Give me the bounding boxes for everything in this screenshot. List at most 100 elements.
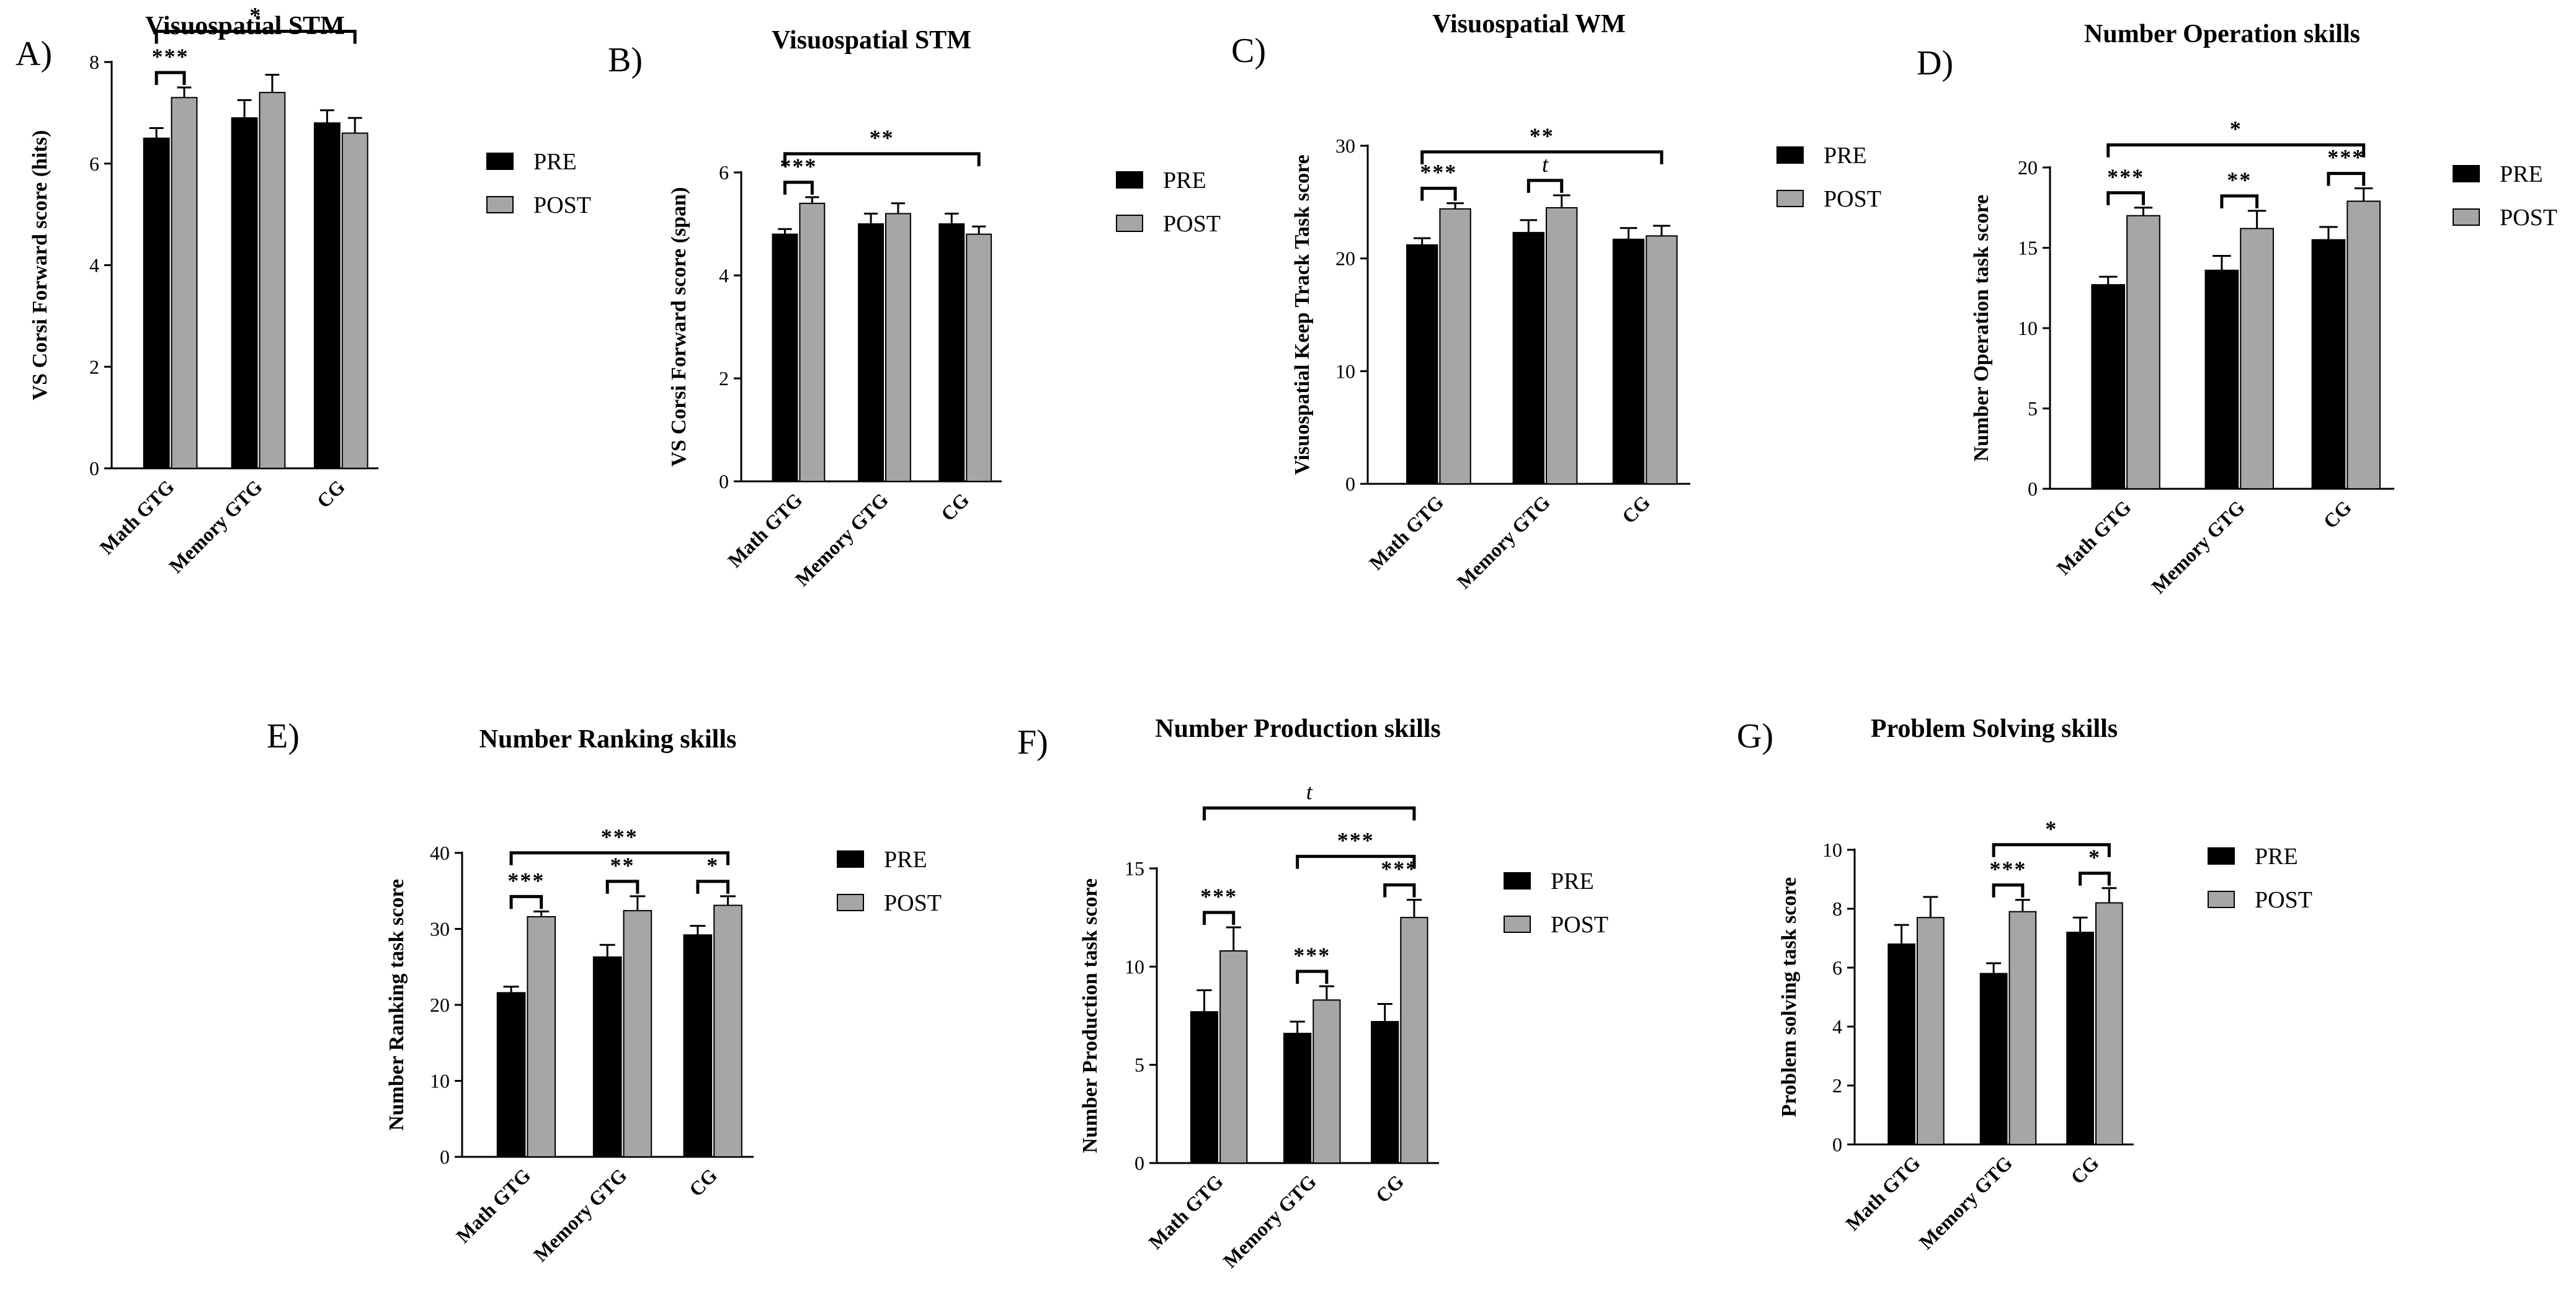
bar-pre-2: [592, 956, 622, 1157]
bar-post-3: [2346, 200, 2381, 489]
y-tick-label: 10: [2018, 317, 2038, 339]
bar-post-2: [2240, 228, 2274, 489]
significance-bracket: [1296, 855, 1416, 869]
bar-pre-1: [1190, 1011, 1219, 1164]
significance-label: ***: [1293, 943, 1330, 968]
significance-label: ***: [2107, 164, 2144, 189]
y-tick-label: 0: [440, 1146, 450, 1168]
y-tick-label: 6: [719, 161, 729, 184]
category-label: Math GTG: [1365, 491, 1448, 574]
chart-panel-6: F) Number Production skills 0 5 10 15 Number P…: [1017, 715, 1608, 1272]
bar-post-2: [885, 213, 911, 482]
bar-post-1: [799, 202, 826, 482]
y-axis-label: Problem solving task score: [1778, 877, 1801, 1117]
legend-label-post: POST: [2255, 887, 2312, 913]
significance-bracket: [783, 152, 981, 166]
y-tick-label: 8: [89, 51, 99, 73]
legend-label-post: POST: [2500, 205, 2557, 231]
panel-label: G): [1737, 717, 1773, 756]
significance-label: ***: [507, 868, 545, 893]
category-label: CG: [685, 1164, 721, 1200]
significance-label: ***: [152, 44, 189, 69]
category-label: CG: [1618, 491, 1654, 527]
bar-post-1: [1917, 917, 1945, 1145]
significance-bracket: [509, 894, 543, 909]
legend-label-pre: PRE: [1824, 143, 1867, 169]
category-label: Math GTG: [1841, 1151, 1924, 1234]
bar-post-1: [171, 97, 198, 469]
legend: PRE POST: [2208, 844, 2312, 913]
bar-post-3: [966, 233, 992, 482]
chart-title: Visuospatial STM: [772, 26, 971, 55]
chart-title: Problem Solving skills: [1871, 715, 2118, 743]
significance-label: ***: [1420, 160, 1457, 185]
y-tick-label: 6: [89, 153, 99, 175]
y-tick-label: 0: [1832, 1133, 1842, 1156]
y-axis-label: Number Ranking task score: [385, 879, 408, 1131]
bar-post-3: [713, 904, 742, 1158]
legend-swatch-pre: [1504, 872, 1531, 890]
legend-swatch-pre: [2453, 165, 2480, 182]
bar-post-1: [527, 916, 556, 1158]
significance-bracket: [154, 71, 186, 85]
significance-label: **: [870, 125, 894, 150]
chart-panel-4: D) Number Operation skills 0 5 10 15 20 Number …: [1917, 20, 2557, 598]
bar-post-2: [623, 910, 653, 1157]
category-label: CG: [2066, 1151, 2103, 1188]
bar-pre-3: [1371, 1021, 1399, 1164]
significance-label: ***: [1381, 857, 1418, 881]
y-tick-label: 0: [2028, 478, 2038, 500]
bar-post-1: [2126, 215, 2160, 489]
significance-bracket: [1202, 806, 1416, 821]
legend-label-pre: PRE: [1163, 167, 1206, 194]
panel-label: A): [16, 35, 52, 73]
bar-post-2: [2008, 911, 2037, 1145]
legend-label-post: POST: [1824, 186, 1881, 212]
category-label: Math GTG: [2052, 496, 2135, 579]
significance-bracket: [2106, 191, 2145, 205]
bar-pre-1: [143, 137, 170, 469]
chart-panel-7: G) Problem Solving skills 0 2 4 6 8 10 Problem s…: [1737, 715, 2312, 1254]
bar-pre-3: [938, 223, 965, 482]
significance-label: *: [706, 853, 719, 878]
bar-pre-1: [1887, 943, 1915, 1145]
y-axis-label: Number Operation task score: [1970, 195, 1993, 461]
legend-swatch-pre: [1116, 171, 1143, 189]
chart-panel-2: B) Visuospatial STM 0 2 4 6 VS Corsi Forward s…: [608, 26, 1221, 591]
y-tick-label: 15: [2018, 237, 2038, 259]
y-tick-label: 10: [1335, 360, 1355, 382]
y-tick-label: 0: [719, 470, 729, 493]
significance-bracket: [2106, 143, 2366, 158]
y-tick-label: 2: [89, 355, 99, 378]
bar-post-2: [1546, 207, 1578, 484]
bar-pre-3: [683, 934, 713, 1158]
y-tick-label: 0: [1345, 473, 1355, 495]
legend: PRE POST: [2453, 161, 2557, 231]
y-tick-label: 0: [1134, 1152, 1144, 1174]
chart-title: Number Operation skills: [2084, 20, 2360, 48]
bar-pre-2: [2204, 269, 2239, 489]
category-label: CG: [1371, 1170, 1407, 1206]
significance-bracket: [2327, 172, 2366, 186]
category-label: CG: [2319, 496, 2355, 532]
y-tick-label: 4: [1832, 1015, 1842, 1038]
chart-title: Visuospatial WM: [1432, 10, 1626, 38]
legend-swatch-pre: [486, 153, 514, 170]
y-tick-label: 2: [1832, 1074, 1842, 1097]
chart-title: Visuospatial STM: [145, 12, 345, 40]
bar-pre-2: [858, 223, 884, 482]
bar-pre-1: [2091, 284, 2126, 489]
y-tick-label: 4: [719, 264, 729, 287]
significance-bracket: [2079, 872, 2111, 886]
legend-swatch-post: [2453, 208, 2480, 226]
category-label: Memory GTG: [1915, 1151, 2017, 1253]
bar-post-2: [1313, 999, 1341, 1164]
y-tick-label: 10: [1125, 955, 1144, 978]
legend: PRE POST: [1116, 167, 1221, 237]
significance-bracket: [1992, 883, 2025, 898]
legend-swatch-post: [486, 196, 514, 213]
bar-pre-1: [1406, 244, 1438, 484]
significance-label: ***: [1990, 857, 2027, 881]
bar-pre-3: [2066, 932, 2094, 1145]
y-tick-label: 5: [2028, 398, 2038, 420]
